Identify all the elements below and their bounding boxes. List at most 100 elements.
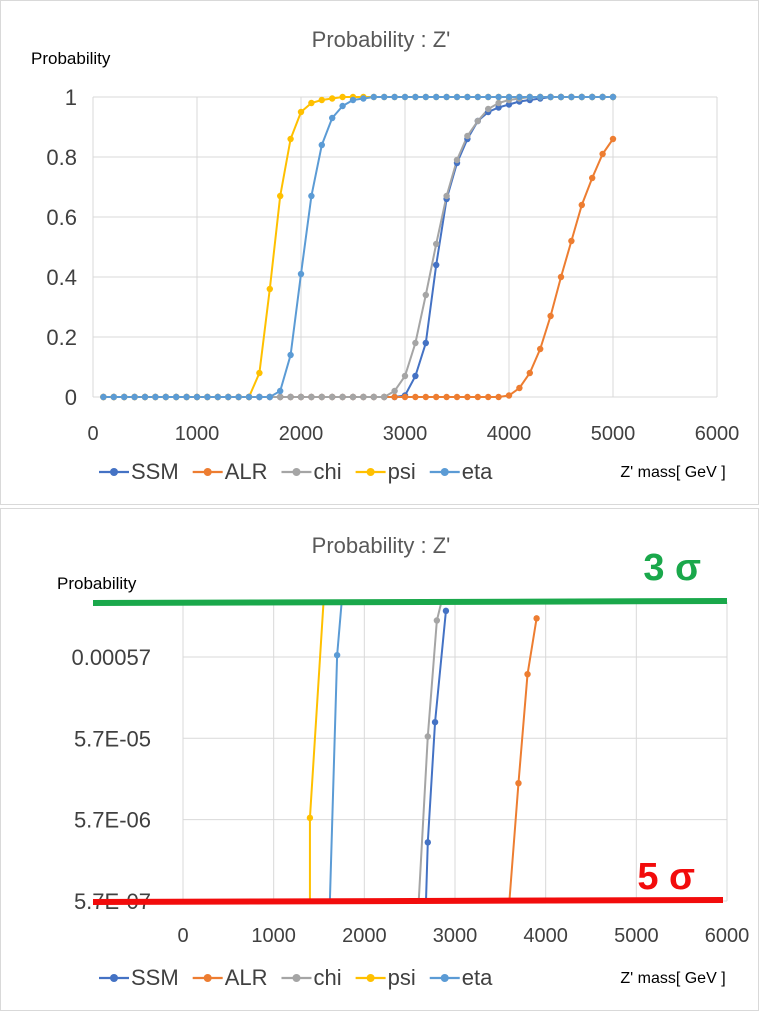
legend-label-SSM: SSM (131, 459, 179, 484)
data-point-eta (141, 393, 149, 401)
data-point-eta (464, 93, 471, 101)
series-line-psi (308, 601, 325, 901)
series-line-psi (103, 96, 613, 398)
y-axis-label: Probability (57, 574, 137, 593)
data-point-ALR (609, 135, 617, 143)
y-tick-label: 0.4 (46, 265, 77, 290)
data-point-eta (381, 93, 388, 101)
data-point-eta (391, 93, 398, 101)
x-tick-label: 2000 (342, 925, 387, 947)
data-point-chi (381, 393, 388, 401)
data-point-chi (391, 387, 398, 395)
chart-panel-bottom: Probability : Z' Probability 5.7E-075.7E… (0, 508, 759, 1011)
data-point-eta (277, 387, 284, 395)
data-point-eta (162, 393, 169, 401)
data-point-SSM (431, 718, 439, 726)
data-point-SSM (505, 101, 513, 108)
data-point-eta (131, 393, 138, 401)
data-point-psi (308, 99, 315, 107)
legend-marker-psi (366, 468, 375, 476)
legend-label-ALR: ALR (225, 965, 268, 990)
series-line-chi (103, 96, 613, 398)
sigma5-label: 5 σ (637, 856, 695, 898)
y-tick-label: 0.6 (46, 205, 77, 230)
data-point-chi (277, 393, 284, 401)
legend-label-psi: psi (388, 965, 416, 990)
data-point-eta (599, 93, 606, 101)
data-point-eta (505, 93, 513, 101)
data-point-chi (412, 339, 419, 347)
data-point-ALR (453, 393, 461, 401)
data-point-eta (526, 93, 533, 101)
x-tick-label: 4000 (487, 423, 532, 445)
data-point-SSM (495, 104, 502, 111)
probability-log-chart: Probability : Z' Probability 5.7E-075.7E… (57, 533, 750, 990)
x-tick-label: 4000 (523, 925, 568, 947)
data-point-eta (568, 93, 575, 101)
legend-marker-psi (366, 974, 375, 982)
y-axis-label: Probability (31, 49, 111, 68)
data-point-chi (424, 733, 431, 740)
y-tick-label: 0.8 (46, 145, 77, 170)
x-tick-label: 0 (87, 423, 98, 445)
series-line-eta (328, 601, 343, 902)
data-point-chi (474, 117, 481, 125)
data-point-eta (422, 93, 429, 101)
data-point-ALR (443, 393, 450, 401)
data-point-ALR (422, 393, 429, 401)
x-tick-label: 3000 (433, 925, 478, 947)
data-point-chi (453, 156, 461, 164)
series-line-eta (103, 96, 613, 398)
data-point-chi (308, 393, 315, 401)
data-point-chi (485, 105, 492, 113)
data-point-eta (537, 93, 544, 101)
data-point-SSM (412, 372, 419, 380)
sigma5-line (92, 897, 724, 905)
data-point-ALR (464, 393, 471, 401)
y-tick-label: 0.00057 (71, 645, 151, 670)
data-point-eta (308, 192, 315, 200)
x-tick-label: 6000 (705, 925, 750, 947)
x-tick-label: 3000 (383, 423, 428, 445)
data-point-SSM (424, 839, 431, 846)
data-point-ALR (557, 273, 565, 281)
legend-marker-chi (292, 468, 301, 476)
data-point-eta (443, 93, 450, 101)
data-point-ALR (516, 384, 523, 392)
data-point-chi (370, 393, 377, 401)
data-point-psi (297, 108, 305, 116)
series-line-SSM (103, 96, 613, 398)
x-tick-label: 5000 (591, 423, 636, 445)
data-point-ALR (533, 615, 540, 622)
data-point-ALR (474, 393, 481, 401)
data-point-psi (256, 369, 263, 377)
data-point-ALR (599, 150, 606, 158)
x-tick-label: 0 (177, 925, 188, 947)
data-point-eta (121, 393, 128, 401)
data-point-psi (329, 95, 336, 102)
data-point-ALR (495, 393, 502, 401)
probability-linear-chart: Probability : Z' Probability 0 0.2 0.4 0.6 0… (31, 27, 739, 484)
data-point-eta (516, 93, 523, 101)
data-point-chi (433, 617, 441, 624)
data-point-ALR (505, 392, 513, 399)
data-point-eta (609, 93, 617, 101)
data-point-ALR (524, 670, 531, 678)
data-point-ALR (433, 393, 440, 401)
legend-label-chi: chi (313, 965, 341, 990)
data-point-ALR (547, 312, 554, 320)
data-point-chi (360, 393, 367, 401)
data-point-eta (110, 393, 118, 401)
data-point-eta (152, 393, 159, 401)
data-point-psi (318, 96, 325, 104)
data-point-eta (578, 93, 585, 101)
legend-label-psi: psi (388, 459, 416, 484)
x-tick-label: 1000 (175, 423, 220, 445)
data-point-eta (214, 393, 221, 401)
data-point-eta (297, 270, 305, 278)
data-point-ALR (578, 201, 585, 209)
data-point-eta (370, 93, 377, 101)
data-point-psi (339, 93, 346, 101)
legend-marker-eta (440, 974, 449, 982)
data-point-eta (495, 93, 502, 101)
